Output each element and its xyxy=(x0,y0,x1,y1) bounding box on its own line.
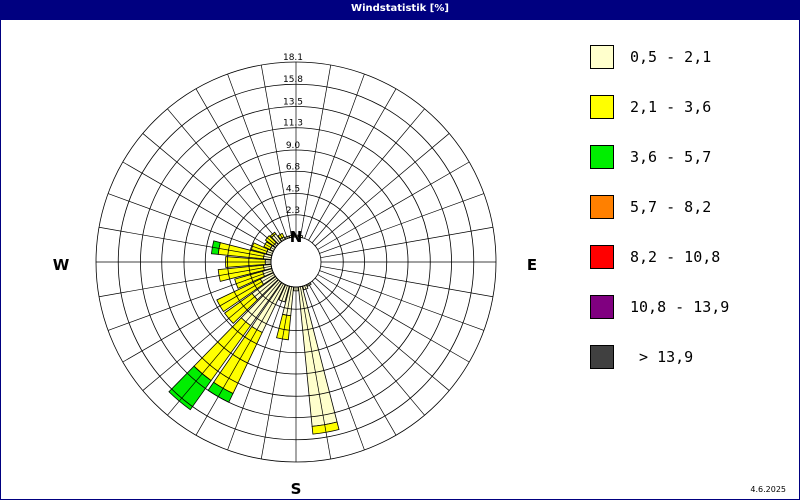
grid-spoke xyxy=(122,274,275,363)
legend-label: 0,5 - 2,1 xyxy=(630,48,712,66)
legend-item: 0,5 - 2,1 xyxy=(590,45,790,95)
radial-tick-label: 15.8 xyxy=(283,75,303,85)
grid-spoke xyxy=(195,283,284,436)
grid-spoke xyxy=(142,133,278,247)
direction-label-n: N xyxy=(290,228,303,246)
sector-190-bin-2 xyxy=(276,313,292,341)
sector-290-bin-2 xyxy=(250,242,269,255)
footer-date: 4.6.2025 xyxy=(750,485,786,494)
radial-tick-label: 2.3 xyxy=(286,206,300,216)
grid-spoke xyxy=(311,280,425,416)
grid-spoke xyxy=(299,64,332,238)
grid-spoke xyxy=(260,286,293,460)
legend-label: > 13,9 xyxy=(630,348,694,366)
direction-label-w: W xyxy=(53,256,70,274)
grid-spoke xyxy=(311,108,425,244)
legend-item: 10,8 - 13,9 xyxy=(590,295,790,345)
grid-spoke xyxy=(319,270,485,331)
grid-spoke xyxy=(320,265,494,298)
grid-spoke xyxy=(304,73,365,239)
legend-swatch xyxy=(590,345,614,369)
grid-spoke xyxy=(317,274,470,363)
legend-label: 8,2 - 10,8 xyxy=(630,248,721,266)
grid-spoke xyxy=(122,161,275,250)
grid-ring xyxy=(140,106,452,418)
legend-item: 3,6 - 5,7 xyxy=(590,145,790,195)
grid-spoke xyxy=(314,277,450,391)
legend: 0,5 - 2,1 2,1 - 3,6 3,6 - 5,7 5,7 - 8,2 8,2 … xyxy=(590,45,790,395)
legend-swatch xyxy=(590,145,614,169)
legend-item: > 13,9 xyxy=(590,345,790,395)
grid-spoke xyxy=(319,193,485,254)
grid-spoke xyxy=(227,73,288,239)
grid-ring xyxy=(161,127,431,397)
legend-label: 10,8 - 13,9 xyxy=(630,298,730,316)
grid-spoke xyxy=(142,277,278,391)
direction-labels: N E S W xyxy=(53,228,537,498)
grid-spoke xyxy=(167,280,281,416)
grid-spoke xyxy=(227,285,288,451)
legend-label: 3,6 - 5,7 xyxy=(630,148,712,166)
grid-spoke xyxy=(320,226,494,259)
wind-sectors xyxy=(168,231,340,435)
legend-label: 2,1 - 3,6 xyxy=(630,98,712,116)
direction-label-s: S xyxy=(291,480,302,498)
legend-label: 5,7 - 8,2 xyxy=(630,198,712,216)
window-title: Windstatistik [%] xyxy=(0,0,800,20)
grid-ring xyxy=(183,149,409,375)
grid-spoke xyxy=(98,265,272,298)
grid-spoke xyxy=(308,283,397,436)
grid-spoke xyxy=(304,285,365,451)
grid-spoke xyxy=(299,286,332,460)
grid-spoke xyxy=(98,226,272,259)
legend-swatch xyxy=(590,95,614,119)
legend-swatch xyxy=(590,245,614,269)
legend-swatch xyxy=(590,195,614,219)
direction-label-e: E xyxy=(527,256,537,274)
radial-tick-label: 13.5 xyxy=(283,97,303,107)
grid-ring xyxy=(204,170,388,354)
radial-tick-label: 4.5 xyxy=(286,184,300,194)
legend-item: 5,7 - 8,2 xyxy=(590,195,790,245)
grid-spoke xyxy=(195,88,284,241)
polar-grid xyxy=(95,61,497,463)
grid-spoke xyxy=(314,133,450,247)
grid-spoke xyxy=(308,88,397,241)
grid-spoke xyxy=(317,161,470,250)
sector-250-bin-2 xyxy=(234,270,265,289)
grid-spoke xyxy=(167,108,281,244)
radial-tick-label: 9.0 xyxy=(286,141,301,151)
legend-item: 2,1 - 3,6 xyxy=(590,95,790,145)
grid-spoke xyxy=(107,193,273,254)
grid-spoke xyxy=(260,64,293,238)
radial-tick-label: 11.3 xyxy=(283,119,303,129)
radial-tick-label: 18.1 xyxy=(283,53,303,63)
radial-tick-labels: 2.3 4.5 6.8 9.0 11.3 13.5 15.8 18.1 xyxy=(283,53,303,216)
grid-ring xyxy=(248,214,344,310)
grid-spoke xyxy=(107,270,273,331)
legend-item: 8,2 - 10,8 xyxy=(590,245,790,295)
grid-ring xyxy=(95,61,497,463)
grid-ring xyxy=(117,83,475,441)
grid-inner-circle xyxy=(270,236,322,288)
legend-swatch xyxy=(590,295,614,319)
legend-swatch xyxy=(590,45,614,69)
radial-tick-label: 6.8 xyxy=(286,162,301,172)
sector-260-bin-2 xyxy=(217,264,265,282)
grid-ring xyxy=(227,193,365,331)
